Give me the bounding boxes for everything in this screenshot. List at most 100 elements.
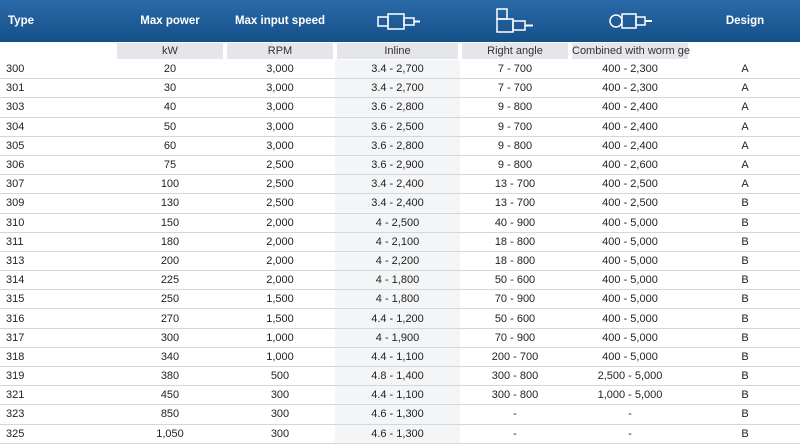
table-cell: 4.8 - 1,400 (335, 366, 460, 387)
table-cell: 3,000 (225, 136, 335, 156)
table-cell: 18 - 800 (460, 251, 570, 272)
table-cell: A (690, 174, 800, 195)
table-cell: 400 - 5,000 (570, 289, 690, 310)
table-cell: 1,000 (225, 347, 335, 368)
table-cell: 40 (115, 97, 225, 118)
table-cell: 400 - 2,500 (570, 193, 690, 214)
table-cell: 2,500 - 5,000 (570, 366, 690, 387)
table-cell: - (570, 424, 690, 444)
table-row: 314 225 2,000 4 - 1,800 50 - 600 400 - 5,000 B (0, 270, 800, 291)
table-cell: 315 (0, 289, 115, 310)
table-cell: 309 (0, 193, 115, 214)
table-cell: 3.6 - 2,800 (335, 97, 460, 118)
table-cell: 300 - 800 (460, 366, 570, 387)
header-icon-cell (570, 0, 690, 42)
table-cell: A (690, 78, 800, 99)
table-cell: B (690, 328, 800, 348)
table-cell: 400 - 2,300 (570, 60, 690, 80)
table-cell: 7 - 700 (460, 60, 570, 80)
table-cell: 13 - 700 (460, 193, 570, 214)
table-cell: 400 - 5,000 (570, 328, 690, 348)
table-cell: 2,000 (225, 270, 335, 291)
table-cell: 323 (0, 404, 115, 425)
header-icon-cell (335, 0, 460, 42)
table-cell: 300 (225, 424, 335, 444)
table-cell: 70 - 900 (460, 289, 570, 310)
table-body: 300 20 3,000 3.4 - 2,700 7 - 700 400 - 2,300 A… (0, 60, 800, 444)
table-cell: 4 - 2,100 (335, 232, 460, 252)
table-cell: 340 (115, 347, 225, 368)
table-cell: B (690, 404, 800, 425)
table-cell: 4 - 1,800 (335, 270, 460, 291)
table-row: 303 40 3,000 3.6 - 2,800 9 - 800 400 - 2,400 A (0, 97, 800, 118)
table-cell: 9 - 800 (460, 155, 570, 176)
header-cell: Max power (115, 0, 225, 42)
unit-label: Combined with worm gear (572, 43, 690, 59)
table-cell: 2,500 (225, 193, 335, 214)
table-cell: 4 - 2,200 (335, 251, 460, 272)
table-cell: 400 - 2,400 (570, 97, 690, 118)
table-cell: 200 (115, 251, 225, 272)
table-cell: 3,000 (225, 117, 335, 137)
table-cell: 1,050 (115, 424, 225, 444)
table-cell: 400 - 2,400 (570, 136, 690, 156)
table-cell: 321 (0, 385, 115, 406)
table-cell: 3.6 - 2,800 (335, 136, 460, 156)
table-cell: 400 - 2,600 (570, 155, 690, 176)
table-cell: 400 - 5,000 (570, 251, 690, 272)
table-cell: 307 (0, 174, 115, 195)
table-cell: 318 (0, 347, 115, 368)
table-cell: 316 (0, 308, 115, 329)
table-cell: 314 (0, 270, 115, 291)
table-cell: 310 (0, 213, 115, 233)
table-cell: 60 (115, 136, 225, 156)
unit-cell: Combined with worm gear (570, 42, 690, 60)
unit-cell: Inline (335, 42, 460, 60)
table-row: 315 250 1,500 4 - 1,800 70 - 900 400 - 5,000 B (0, 289, 800, 310)
table-cell: 4.4 - 1,100 (335, 385, 460, 406)
table-cell: B (690, 366, 800, 387)
table-cell: 2,500 (225, 155, 335, 176)
table-cell: B (690, 213, 800, 233)
table-cell: - (460, 404, 570, 425)
table-cell: - (570, 404, 690, 425)
table-row: 309 130 2,500 3.4 - 2,400 13 - 700 400 - 2,50… (0, 193, 800, 214)
unit-label: kW (117, 43, 223, 59)
table-row: 311 180 2,000 4 - 2,100 18 - 800 400 - 5,000 B (0, 232, 800, 252)
table-cell: 9 - 800 (460, 97, 570, 118)
table-cell: A (690, 136, 800, 156)
table-cell: - (460, 424, 570, 444)
table-cell: 3.4 - 2,400 (335, 174, 460, 195)
table-cell: 2,500 (225, 174, 335, 195)
header-cell: Design (690, 0, 800, 42)
unit-cell: Right angle (460, 42, 570, 60)
table-cell: B (690, 347, 800, 368)
table-row: 310 150 2,000 4 - 2,500 40 - 900 400 - 5,000 B (0, 213, 800, 233)
table-cell: A (690, 97, 800, 118)
table-cell: 70 - 900 (460, 328, 570, 348)
worm-gear-icon (609, 13, 652, 29)
table-cell: 301 (0, 78, 115, 99)
header-row: Type Max power Max input speed (0, 0, 800, 42)
table-cell: 306 (0, 155, 115, 176)
table-cell: 1,500 (225, 308, 335, 329)
table-row: 316 270 1,500 4.4 - 1,200 50 - 600 400 - 5,00… (0, 308, 800, 329)
table-cell: 2,000 (225, 251, 335, 272)
table-cell: 305 (0, 136, 115, 156)
table-cell: 2,000 (225, 232, 335, 252)
unit-label: Inline (337, 43, 458, 59)
table-cell: 380 (115, 366, 225, 387)
table-cell: 9 - 800 (460, 136, 570, 156)
unit-label: RPM (227, 43, 333, 59)
table-row: 306 75 2,500 3.6 - 2,900 9 - 800 400 - 2,600 A (0, 155, 800, 176)
table-row: 305 60 3,000 3.6 - 2,800 9 - 800 400 - 2,400 A (0, 136, 800, 156)
table-row: 307 100 2,500 3.4 - 2,400 13 - 700 400 - 2,50… (0, 174, 800, 195)
table-cell: 20 (115, 60, 225, 80)
table-cell: 40 - 900 (460, 213, 570, 233)
table-cell: 300 (0, 60, 115, 80)
table-cell: 50 - 600 (460, 308, 570, 329)
table-cell: 300 (225, 404, 335, 425)
units-row: kW RPM Inline Right angle Combined with … (0, 42, 800, 60)
table-cell: 4 - 1,900 (335, 328, 460, 348)
table-cell: 850 (115, 404, 225, 425)
